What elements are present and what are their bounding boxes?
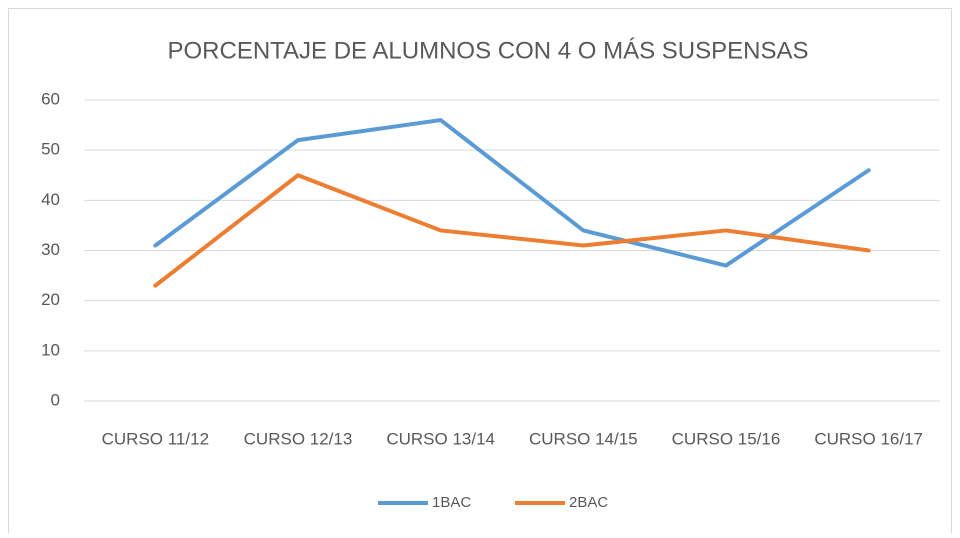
y-tick-label: 50	[41, 140, 60, 159]
legend-label: 2BAC	[569, 494, 608, 511]
legend-label: 1BAC	[432, 494, 471, 511]
chart-border	[8, 8, 952, 538]
y-tick-label: 40	[41, 190, 60, 209]
y-tick-label: 20	[41, 290, 60, 309]
y-tick-label: 30	[41, 240, 60, 259]
series-line	[153, 118, 871, 268]
x-tick-label: CURSO 12/13	[244, 429, 353, 448]
x-tick-label: CURSO 16/17	[814, 429, 923, 448]
x-tick-label: CURSO 15/16	[672, 429, 781, 448]
y-tick-label: 60	[41, 89, 60, 108]
x-tick-label: CURSO 13/14	[386, 429, 495, 448]
x-tick-label: CURSO 14/15	[529, 429, 638, 448]
series-line	[153, 173, 871, 288]
y-tick-label: 0	[51, 390, 60, 409]
x-tick-label: CURSO 11/12	[102, 429, 209, 448]
y-tick-label: 10	[41, 340, 60, 359]
chart-title: PORCENTAJE DE ALUMNOS CON 4 O MÁS SUSPEN…	[167, 37, 808, 64]
